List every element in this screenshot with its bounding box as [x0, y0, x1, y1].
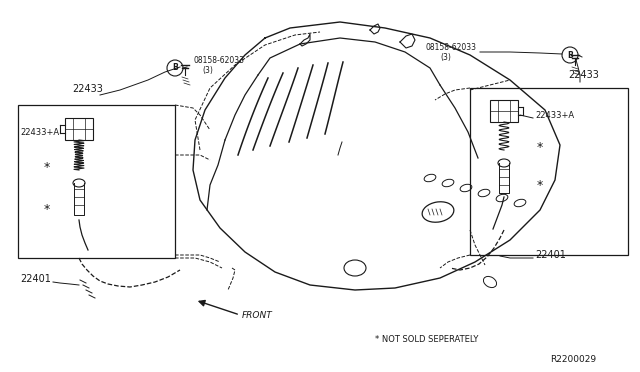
Text: (3): (3) [202, 66, 213, 75]
Text: B: B [567, 51, 573, 60]
Text: 22433+A: 22433+A [535, 111, 574, 120]
Text: 22401: 22401 [20, 274, 51, 284]
Text: R2200029: R2200029 [550, 355, 596, 364]
Bar [490, 100, 518, 122]
Text: (3): (3) [440, 53, 451, 62]
Text: 22401: 22401 [535, 250, 566, 260]
Text: 22433+A: 22433+A [20, 128, 59, 137]
Text: FRONT: FRONT [242, 311, 273, 320]
Bar [18, 105, 175, 258]
Text: B: B [172, 64, 178, 73]
Text: 08158-62033: 08158-62033 [425, 43, 476, 52]
Text: *: * [44, 161, 50, 174]
Text: 08158-62033: 08158-62033 [193, 56, 244, 65]
Text: *: * [537, 179, 543, 192]
Text: *: * [537, 141, 543, 154]
Bar [470, 88, 628, 255]
Bar [65, 118, 93, 140]
Text: * NOT SOLD SEPERATELY: * NOT SOLD SEPERATELY [375, 335, 478, 344]
Text: 22433: 22433 [568, 70, 599, 80]
Text: *: * [44, 203, 50, 217]
Text: 22433: 22433 [72, 84, 103, 94]
